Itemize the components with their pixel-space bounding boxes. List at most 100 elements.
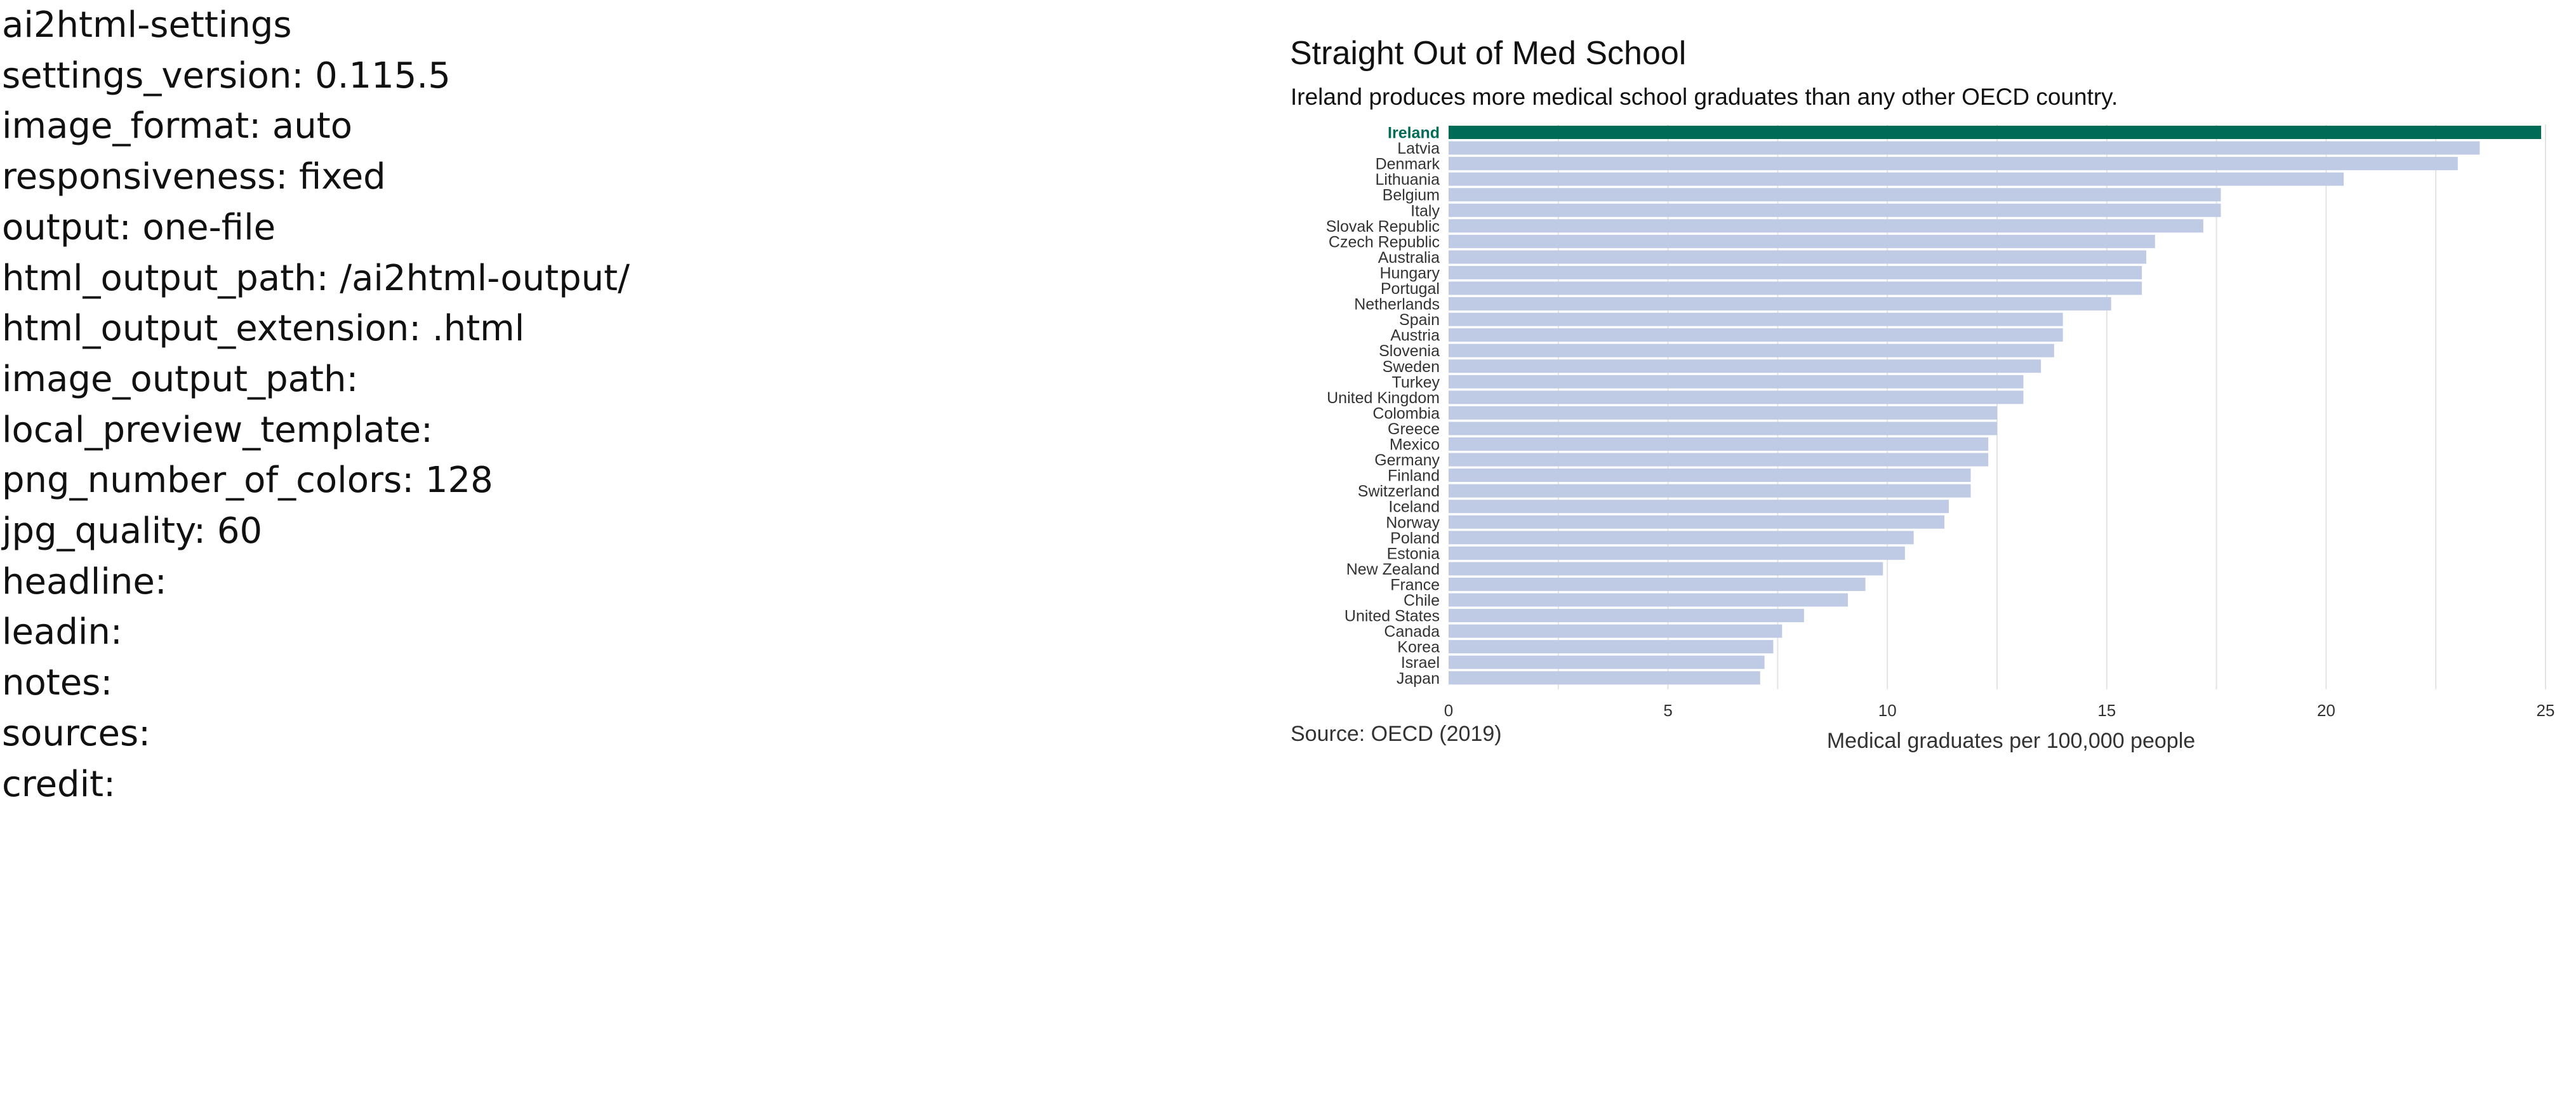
settings-line: image_output_path: [2, 358, 359, 400]
category-label: United States [1344, 608, 1440, 625]
settings-line: settings_version: 0.115.5 [2, 55, 451, 96]
settings-line: sources: [2, 712, 151, 754]
bar [1449, 531, 1914, 545]
bar [1449, 562, 1883, 576]
bars [1449, 126, 2542, 685]
settings-line: headline: [2, 561, 167, 602]
category-label: Australia [1378, 249, 1440, 267]
category-label: Iceland [1388, 498, 1440, 516]
bar [1449, 250, 2147, 264]
category-label: Norway [1386, 514, 1440, 531]
x-tick-label: 15 [2097, 701, 2116, 720]
settings-line: leadin: [2, 611, 123, 653]
category-label: Switzerland [1358, 482, 1440, 500]
category-label: France [1390, 576, 1440, 594]
category-label: Portugal [1381, 280, 1440, 298]
category-label: Sweden [1383, 358, 1440, 376]
category-label: Hungary [1380, 264, 1440, 282]
bar [1449, 640, 1774, 654]
category-label: New Zealand [1346, 561, 1440, 578]
bar [1449, 297, 2111, 311]
settings-line: ai2html-settings [2, 4, 292, 46]
category-label: Greece [1388, 420, 1440, 438]
category-label: Israel [1401, 654, 1440, 672]
category-label: Latvia [1397, 140, 1440, 157]
settings-line: credit: [2, 763, 116, 805]
bar [1449, 655, 1765, 669]
category-label: Austria [1390, 327, 1440, 345]
bar [1449, 406, 1997, 420]
settings-line: notes: [2, 662, 113, 704]
gridlines [1557, 124, 2546, 689]
bar [1449, 281, 2142, 295]
bar [1449, 343, 2054, 357]
category-label: Ireland [1388, 124, 1440, 142]
bar [1449, 312, 2063, 326]
category-label: Colombia [1372, 404, 1440, 422]
settings-line: responsiveness: fixed [2, 156, 386, 198]
category-label: Netherlands [1354, 296, 1440, 314]
settings-line: local_preview_template: [2, 409, 433, 451]
category-label: Japan [1397, 670, 1440, 688]
x-tick-label: 10 [1878, 701, 1897, 720]
settings-line: output: one-file [2, 206, 276, 248]
bar [1449, 188, 2221, 202]
category-label: Slovenia [1379, 342, 1440, 360]
bar [1449, 265, 2142, 279]
bar [1449, 437, 1989, 451]
bar [1449, 593, 1848, 607]
category-label: United Kingdom [1327, 389, 1440, 407]
category-label: Germany [1374, 451, 1440, 469]
settings-line: image_format: auto [2, 105, 352, 147]
x-tick-label: 0 [1444, 701, 1453, 720]
bar [1449, 219, 2203, 233]
bar [1449, 546, 1905, 560]
bar [1449, 469, 1971, 482]
ai2html-settings-panel: ai2html-settings settings_version: 0.115.… [2, 0, 1208, 809]
bar [1449, 390, 2024, 404]
category-label: Turkey [1392, 373, 1440, 391]
settings-line: html_output_path: /ai2html-output/ [2, 257, 630, 299]
bar [1449, 500, 1949, 514]
x-axis-ticks: 0 5 10 15 20 25 [1444, 701, 2555, 720]
bar [1449, 328, 2063, 342]
chart-source: Source: OECD (2019) [1291, 722, 1502, 746]
category-label: Lithuania [1376, 171, 1440, 189]
x-tick-label: 25 [2537, 701, 2555, 720]
category-label: Spain [1399, 311, 1440, 329]
bar [1449, 671, 1760, 685]
bar [1449, 172, 2344, 186]
bar [1449, 609, 1804, 623]
x-tick-label: 20 [2317, 701, 2335, 720]
category-label: Canada [1384, 623, 1440, 641]
category-labels: IrelandLatviaDenmarkLithuaniaBelgiumItal… [1326, 124, 1440, 688]
category-label: Czech Republic [1329, 233, 1440, 251]
category-label: Belgium [1383, 187, 1440, 204]
bar [1449, 359, 2042, 373]
bar [1449, 624, 1783, 638]
bar [1449, 422, 1997, 436]
category-label: Italy [1411, 202, 1440, 220]
category-label: Poland [1390, 529, 1440, 547]
category-label: Finland [1388, 467, 1440, 485]
settings-line: jpg_quality: 60 [2, 510, 263, 552]
category-label: Korea [1397, 639, 1440, 656]
bar [1449, 375, 2024, 389]
category-label: Mexico [1390, 436, 1440, 454]
bar [1449, 126, 2542, 139]
bar [1449, 157, 2458, 171]
category-label: Estonia [1387, 545, 1440, 562]
chart-subtitle: Ireland produces more medical school gra… [1291, 84, 2118, 110]
chart-title: Straight Out of Med School [1290, 35, 1687, 72]
bar [1449, 203, 2221, 217]
x-axis-title: Medical graduates per 100,000 people [1827, 729, 2195, 753]
settings-line: png_number_of_colors: 128 [2, 460, 493, 502]
bar [1449, 484, 1971, 498]
category-label: Slovak Republic [1326, 218, 1440, 236]
bar [1449, 234, 2155, 248]
category-label: Denmark [1376, 156, 1440, 173]
settings-line: html_output_extension: .html [2, 308, 525, 350]
x-tick-label: 5 [1663, 701, 1672, 720]
